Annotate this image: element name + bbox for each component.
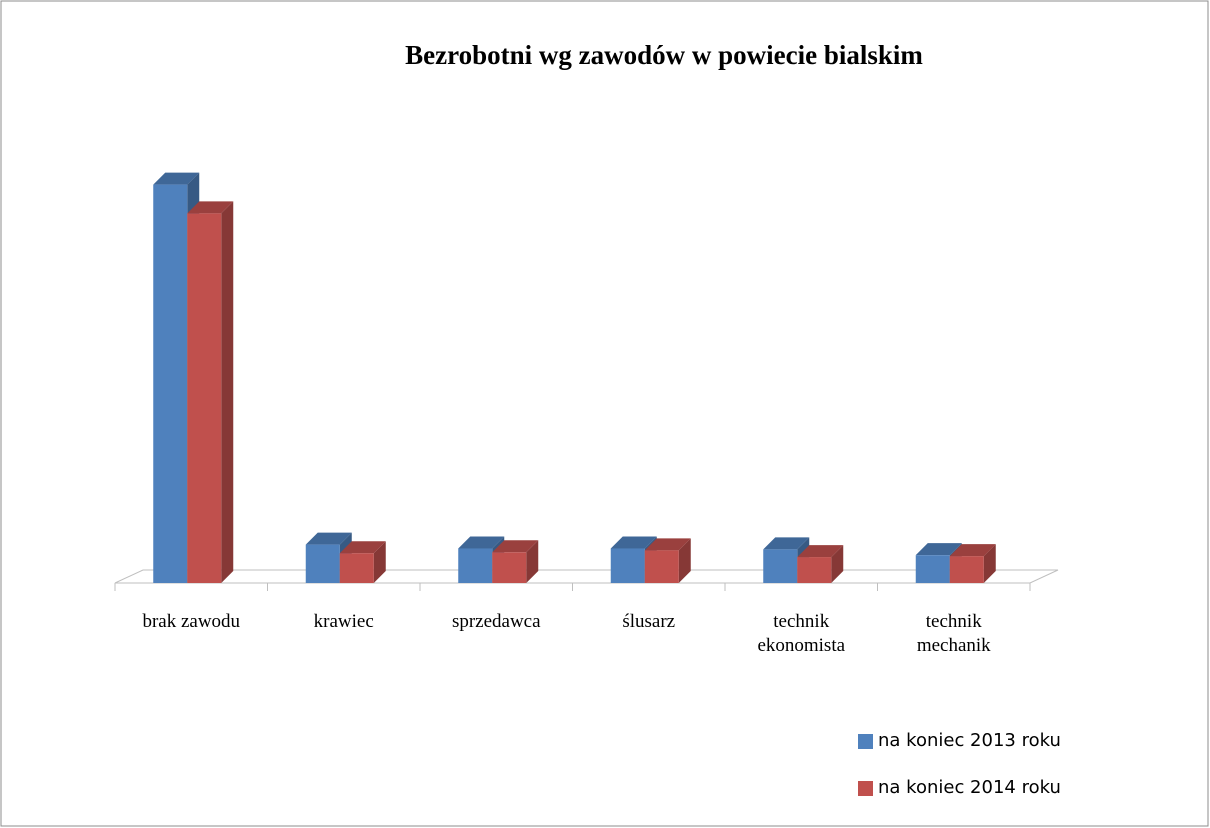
x-tick-label: brak zawodu [142, 611, 241, 632]
bar-side [221, 201, 234, 583]
legend-swatch [858, 734, 873, 749]
bar [305, 544, 340, 583]
bar-side [831, 545, 844, 583]
bar [153, 184, 188, 583]
bar [492, 552, 527, 583]
bar [949, 556, 984, 583]
bar-top [610, 536, 657, 549]
bar [187, 213, 222, 583]
bar-top [339, 541, 386, 554]
bar-top [644, 538, 691, 551]
bar-side [983, 544, 996, 583]
x-tick-label: ślusarz [622, 611, 676, 632]
legend-swatch [858, 781, 873, 796]
x-tick-label: sprzedawca [451, 611, 541, 632]
bar [644, 550, 679, 583]
bar-top [949, 544, 996, 557]
bar-top [153, 172, 200, 185]
bar-top [763, 537, 810, 550]
x-tick-label: technik mechanik [916, 611, 991, 656]
bar [797, 557, 832, 583]
legend-label: na koniec 2014 roku [878, 777, 1061, 798]
bar-top [492, 540, 539, 553]
bar [763, 549, 798, 583]
bar [915, 555, 950, 583]
bar [610, 548, 645, 583]
bar [339, 553, 374, 583]
legend-label: na koniec 2013 roku [878, 730, 1061, 751]
bar-side [526, 540, 539, 583]
bar-top [915, 543, 962, 556]
bar-top [458, 536, 505, 549]
bar-side [373, 541, 386, 583]
x-tick-label: krawiec [313, 611, 374, 632]
bar-top [305, 532, 352, 545]
x-tick-label: technik ekonomista [757, 611, 846, 656]
chart-title: Bezrobotni wg zawodów w powiecie bialski… [405, 40, 923, 70]
bar-top [187, 201, 234, 214]
bar-top [797, 545, 844, 558]
bar [458, 548, 493, 583]
bar-side [678, 538, 691, 583]
